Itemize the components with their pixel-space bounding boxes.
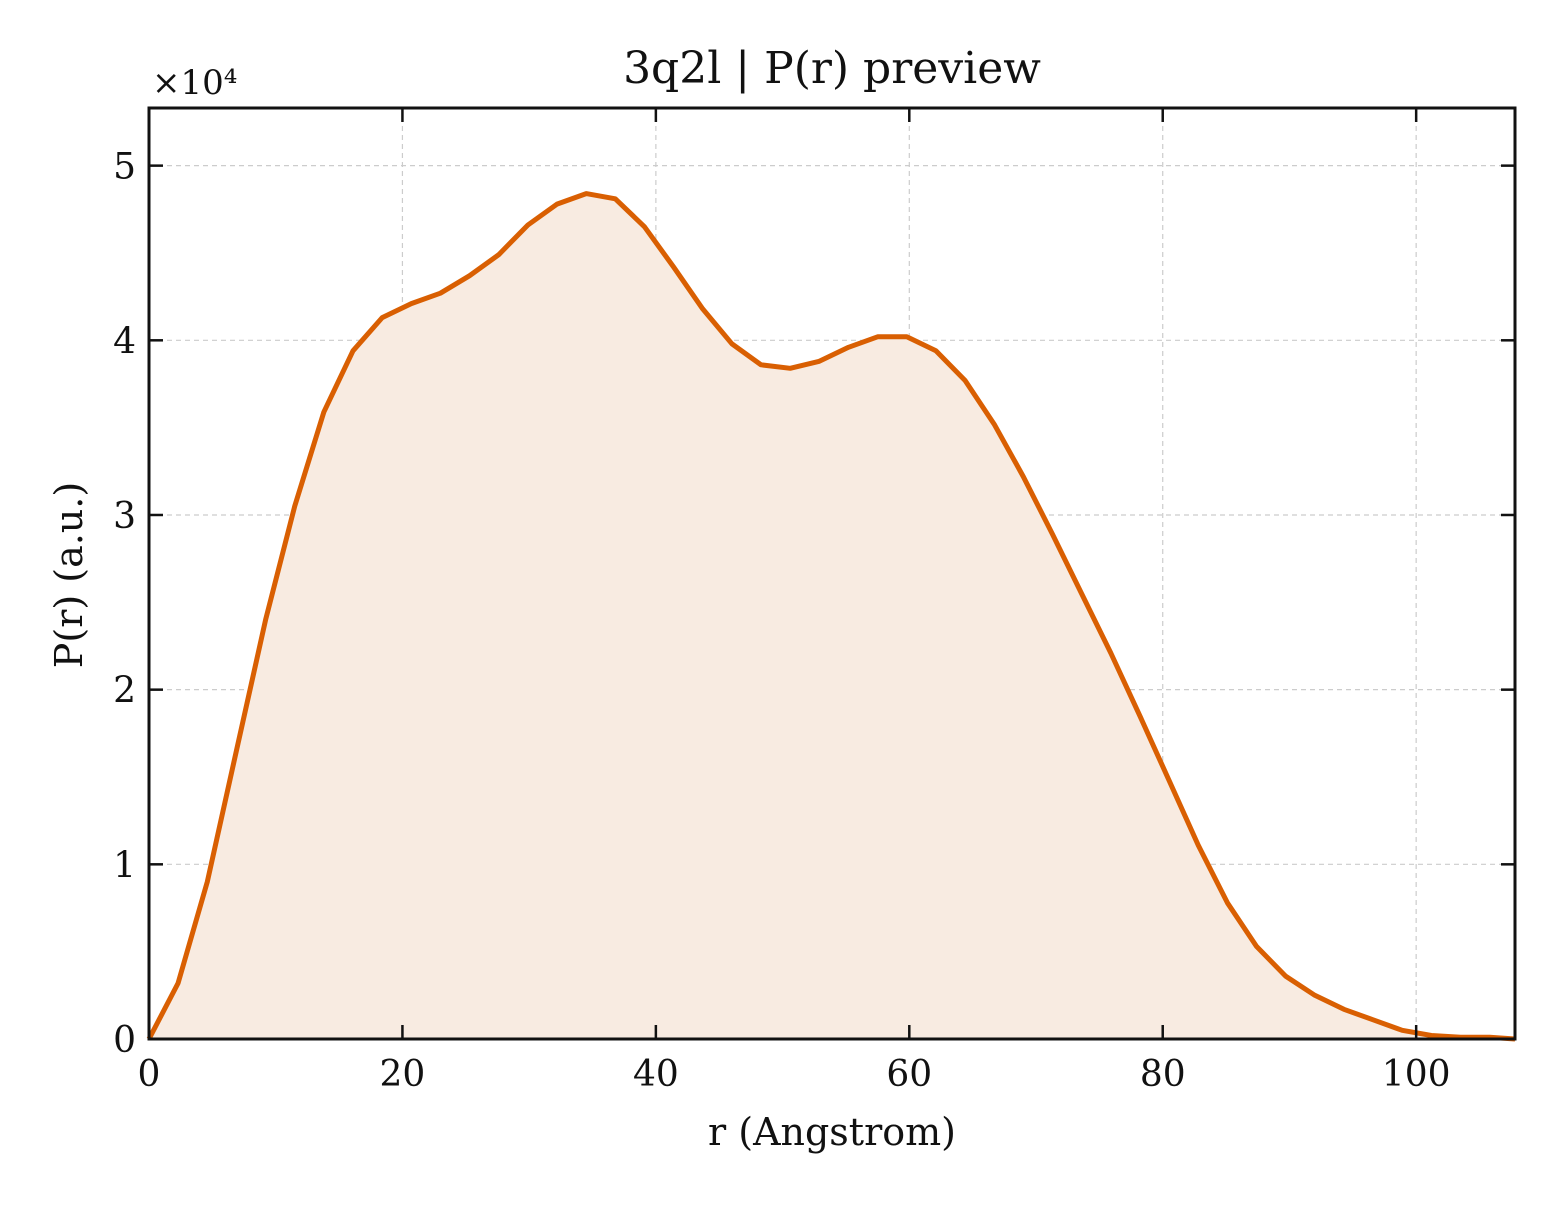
y-tick-label: 0	[113, 1020, 136, 1061]
x-tick-label: 40	[633, 1054, 679, 1095]
x-tick-label: 20	[380, 1054, 426, 1095]
y-tick-label: 3	[113, 496, 136, 537]
pr-series-line	[146, 191, 1516, 1042]
pr-area-fill	[149, 193, 1515, 1040]
x-tick-label: 100	[1382, 1054, 1451, 1095]
y-tick-label: 5	[113, 147, 136, 188]
y-tick-label: 1	[113, 845, 136, 886]
x-tick-label: 0	[138, 1054, 161, 1095]
ticks	[147, 108, 1515, 1041]
chart-title: 3q2l | P(r) preview	[623, 43, 1041, 94]
y-tick-labels: 0 1 2 3 4 5	[113, 147, 136, 1061]
y-tick-label: 2	[113, 671, 136, 712]
y-axis-label: P(r) (a.u.)	[47, 482, 91, 668]
x-tick-labels: 0 20 40 60 80 100	[138, 1054, 1451, 1095]
plot-frame	[147, 106, 1517, 1041]
x-axis-label: r (Angstrom)	[708, 1110, 956, 1154]
y-multiplier-label: ×10⁴	[152, 63, 237, 103]
y-tick-label: 4	[113, 321, 136, 362]
x-tick-label: 80	[1140, 1054, 1186, 1095]
x-tick-label: 60	[886, 1054, 932, 1095]
